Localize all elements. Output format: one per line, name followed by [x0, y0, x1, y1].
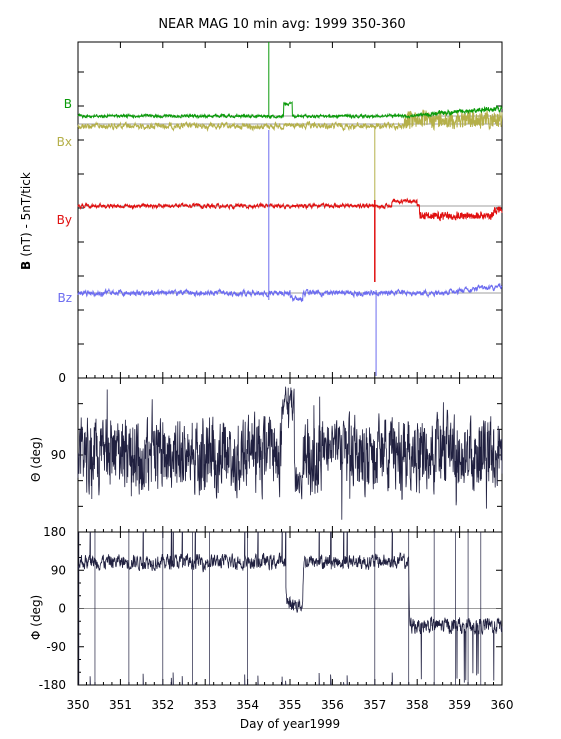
phi-tick-label: 180 [43, 525, 66, 539]
series-phi-segment [172, 531, 183, 569]
x-axis-label: Day of year1999 [240, 717, 340, 731]
series-phi-segment [257, 531, 283, 571]
x-tick-label: 352 [151, 698, 174, 712]
series-phi-segment [90, 531, 144, 571]
phi-tick-label: 0 [58, 602, 66, 616]
series-phi-segment [281, 531, 286, 567]
theta-tick-90: 90 [51, 448, 66, 462]
phi-tick-label: -90 [46, 640, 66, 654]
legend-by: By [57, 213, 72, 227]
chart-title: NEAR MAG 10 min avg: 1999 350-360 [158, 17, 405, 32]
axis-ticks [77, 42, 503, 686]
x-tick-label: 350 [67, 698, 90, 712]
x-tick-label: 357 [363, 698, 386, 712]
field-y-axis-label: B (nT) - 5nT/tick [19, 172, 33, 270]
series-phi-segment [343, 531, 348, 565]
theta-y-axis-label: Θ (deg) [29, 437, 43, 482]
series-by [77, 197, 503, 222]
field-zero-label: 0 [58, 371, 66, 385]
x-tick-label: 351 [109, 698, 132, 712]
series-b [77, 100, 503, 120]
series-phi-segment [392, 532, 503, 683]
series-bx [77, 109, 503, 132]
series-phi-segment [318, 531, 331, 570]
series-phi-segment [330, 531, 344, 570]
series-phi-segment [195, 531, 246, 573]
legend-bx: Bx [57, 135, 72, 149]
legend-b: B [64, 97, 72, 111]
series-phi-segment [142, 531, 172, 571]
x-tick-label: 353 [194, 698, 217, 712]
legend-bz: Bz [57, 291, 72, 305]
x-tick-label: 355 [279, 698, 302, 712]
field-panel-frame [77, 41, 503, 379]
series-phi-segment [171, 531, 174, 567]
phi-tick-label: 90 [51, 563, 66, 577]
series-phi-segment [346, 531, 393, 570]
x-tick-label: 356 [321, 698, 344, 712]
series-phi-segment [330, 674, 332, 686]
x-tick-label: 359 [448, 698, 471, 712]
x-tick-label: 358 [406, 698, 429, 712]
series-phi-segment [182, 531, 196, 570]
phi-y-axis-label: Φ (deg) [29, 595, 43, 640]
x-tick-label: 354 [236, 698, 259, 712]
series-theta [77, 386, 503, 520]
series-phi-segment [77, 531, 91, 570]
series-bz [77, 282, 503, 303]
series-phi-segment [244, 531, 259, 569]
phi-tick-label: -180 [39, 678, 66, 692]
series-phi [77, 531, 503, 686]
x-tick-label: 360 [491, 698, 514, 712]
data-series [77, 42, 503, 686]
axis-labels: 350 351 352 353 354 355 356 357 358 359 360 Day of … [19, 97, 513, 731]
series-phi-segment [285, 531, 320, 613]
